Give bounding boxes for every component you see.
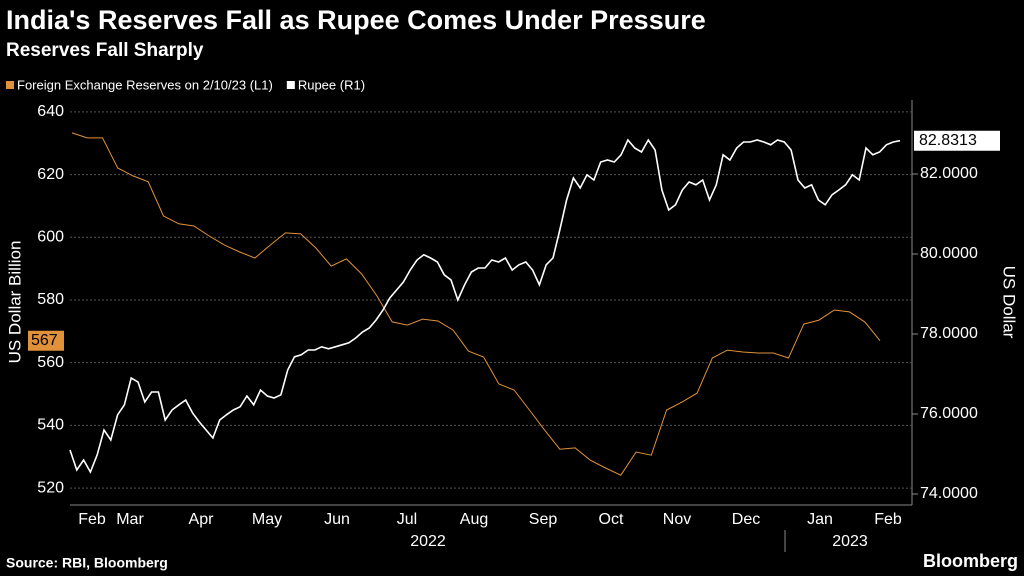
series-line [71,132,881,476]
y2-axis-label: US Dollar [1000,266,1019,339]
y2-tick-label: 80.0000 [920,245,978,262]
x-tick-label: Aug [460,511,488,528]
x-tick-label: Jan [807,511,833,528]
x-tick-label: May [252,511,282,528]
legend-label: Foreign Exchange Reserves on 2/10/23 (L1… [17,77,273,92]
y-tick-label: 560 [37,354,64,371]
last-value-box [28,330,64,351]
y-tick-label: 520 [37,479,64,496]
y-tick-label: 580 [37,291,64,308]
legend-label: Rupee (R1) [298,77,365,92]
x-tick-label: Jun [324,511,350,528]
series-line [69,138,901,474]
source: Source: RBI, Bloomberg [6,555,168,571]
last-value-box [914,130,1000,151]
x-tick-label: Sep [529,511,558,528]
legend-swatch [6,81,14,89]
x-tick-label: Oct [599,511,624,528]
y2-tick-label: 76.0000 [920,405,978,422]
chart-subtitle: Reserves Fall Sharply [6,40,204,61]
year-label: 2023 [832,533,868,550]
y-tick-label: 640 [37,103,64,120]
legend-swatch [286,81,295,89]
y2-tick-label: 74.0000 [920,485,978,502]
chart-title: India's Reserves Fall as Rupee Comes Und… [6,5,706,35]
x-tick-label: Dec [732,511,760,528]
x-tick-label: Feb [78,511,106,528]
x-tick-label: Apr [189,511,215,528]
x-tick-label: Mar [116,511,144,528]
x-tick-label: Jul [397,511,417,528]
year-label: 2022 [410,533,446,550]
y-axis-label: US Dollar Billion [5,241,24,364]
last-value-label: 82.8313 [919,132,977,149]
y2-tick-label: 82.0000 [920,165,978,182]
y-tick-label: 600 [37,229,64,246]
x-tick-label: Feb [874,511,902,528]
y2-tick-label: 78.0000 [920,325,978,342]
x-tick-label: Nov [663,511,691,528]
y-tick-label: 620 [37,166,64,183]
last-value-label: 567 [31,332,58,349]
y-tick-label: 540 [37,417,64,434]
brand: Bloomberg [923,551,1018,571]
